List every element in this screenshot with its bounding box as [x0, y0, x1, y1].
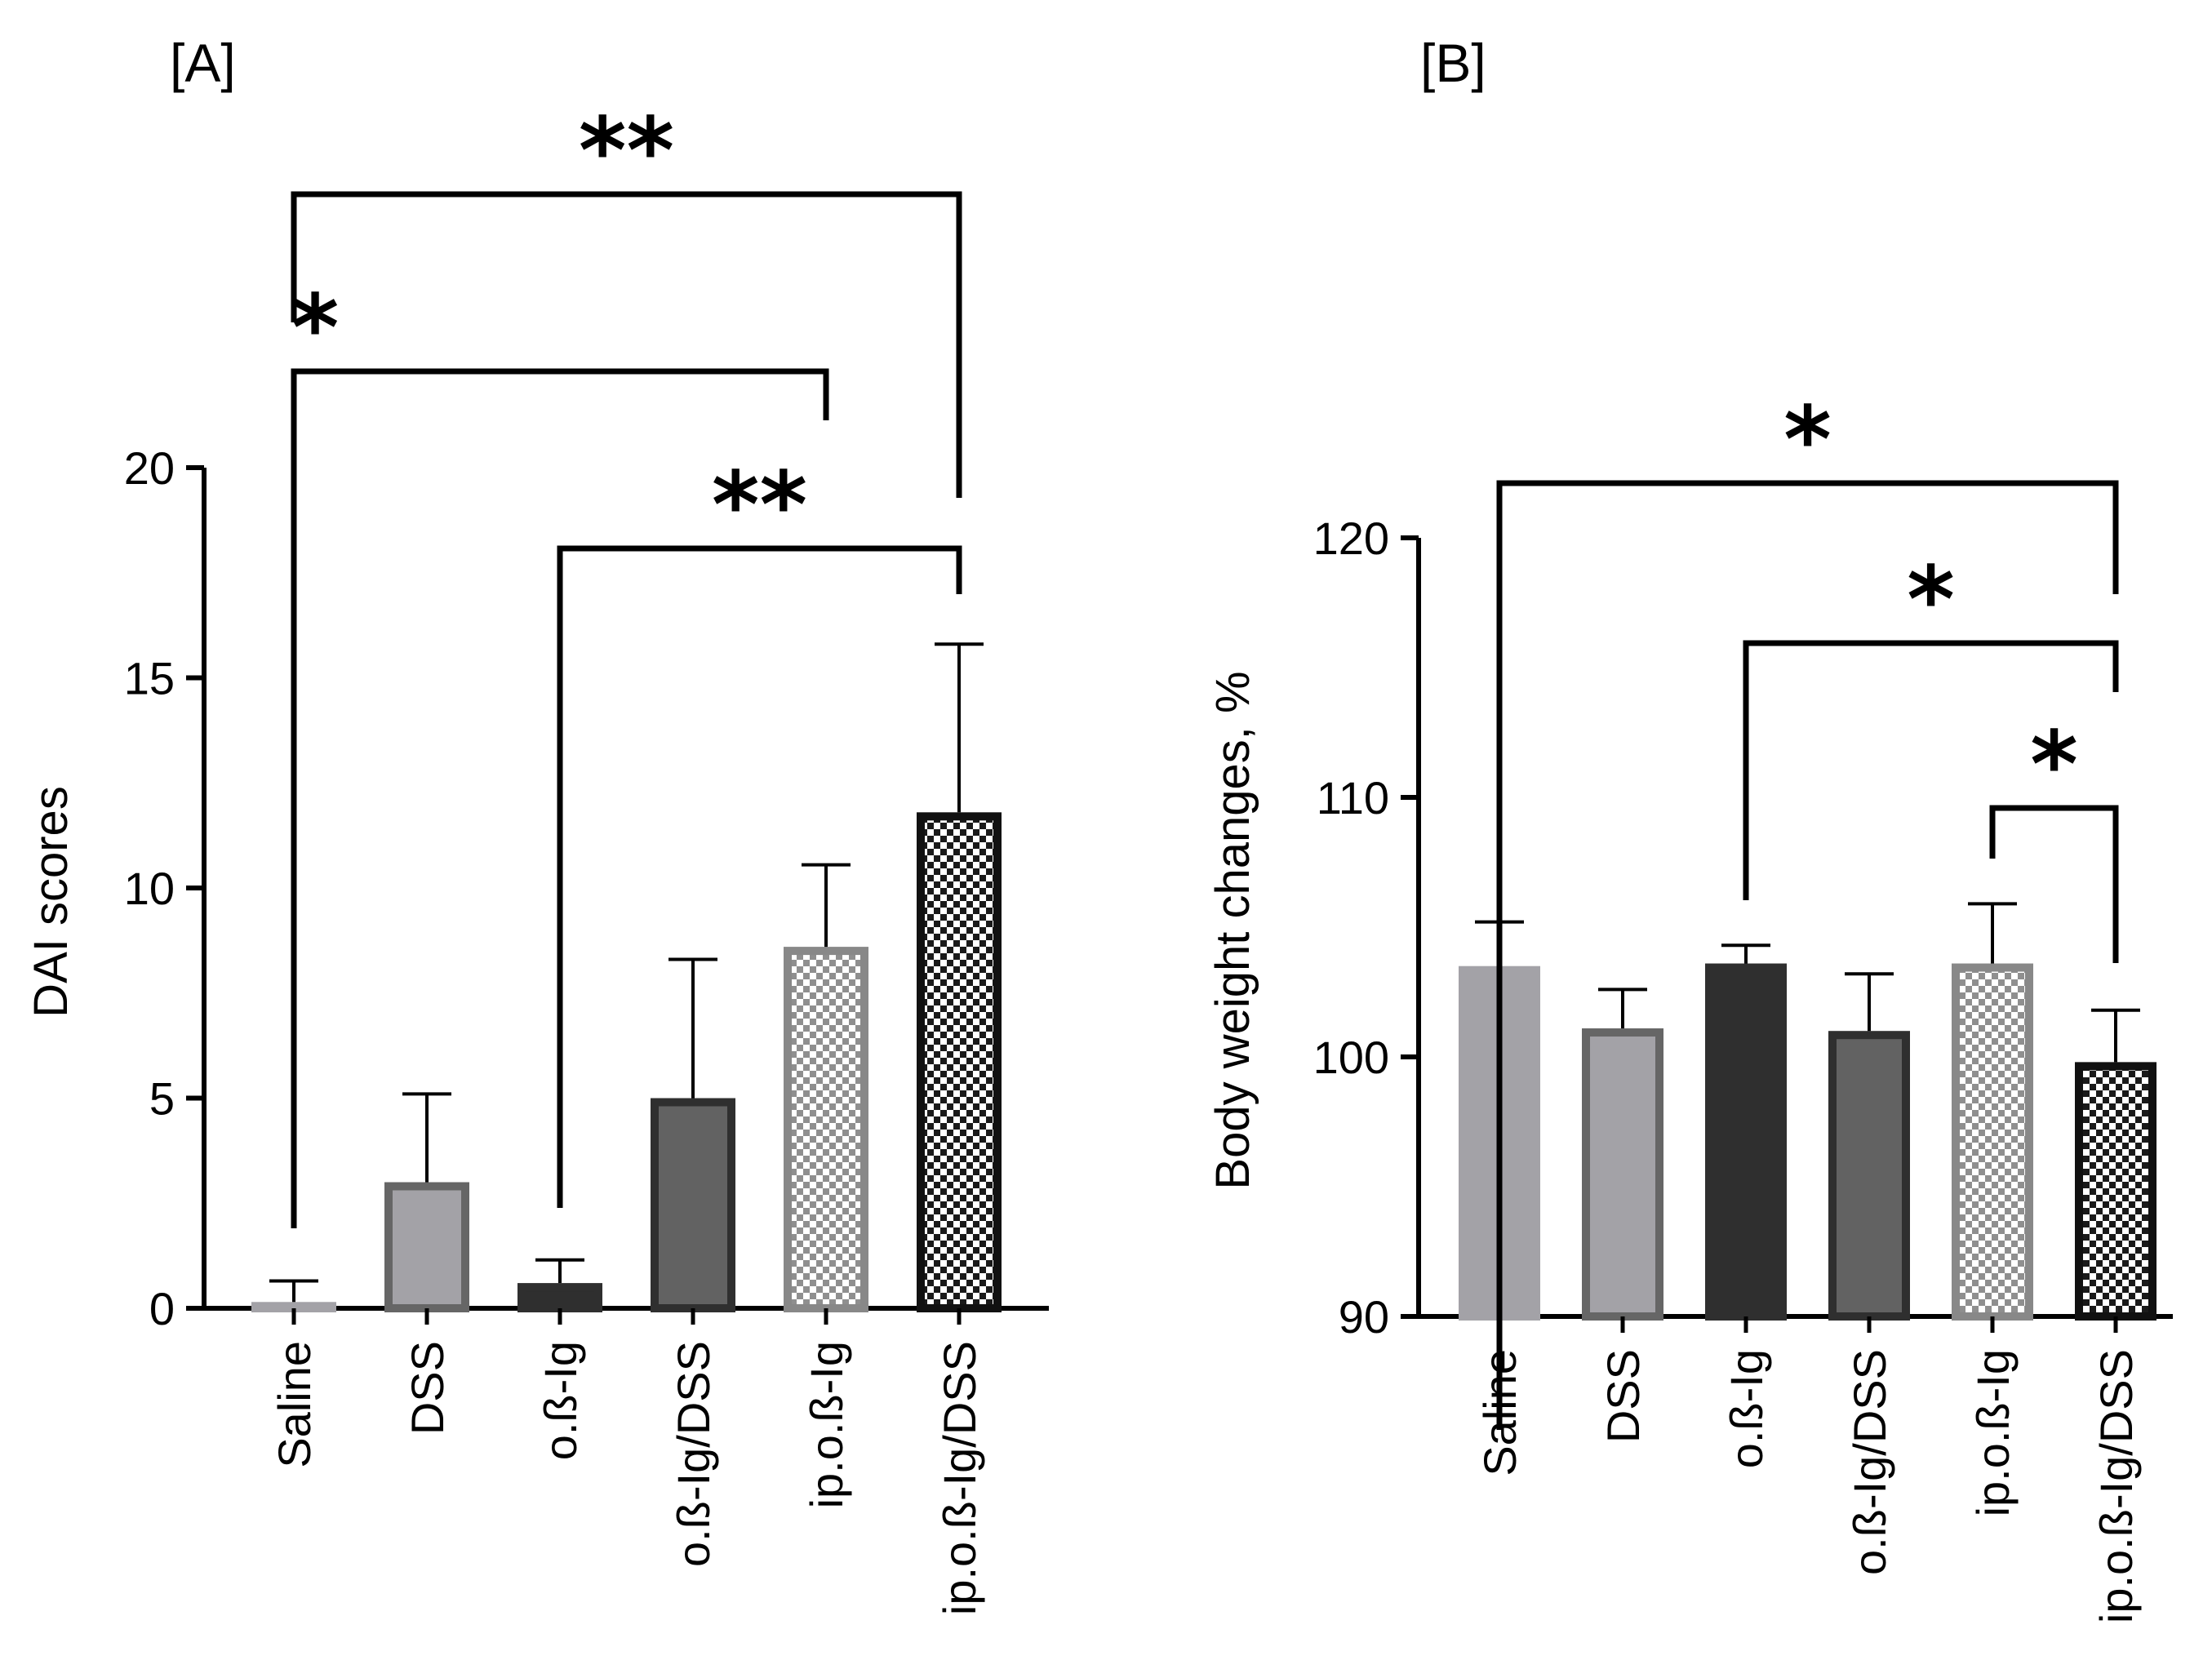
panel-b-bar — [1952, 963, 2033, 1321]
panel-b-category-label: ip.o.ß-Ig/DSS — [2090, 1349, 2142, 1623]
panel-b-y-tick-label: 90 — [1339, 1291, 1389, 1343]
panel-a-category-label: o.ß-Ig — [535, 1341, 586, 1460]
panel-b-y-tick-label: 100 — [1313, 1032, 1389, 1083]
panel-b-y-tick-label: 120 — [1313, 513, 1389, 564]
panel-a-category-label: DSS — [402, 1341, 453, 1435]
panel-b-significance-bracket — [1989, 805, 2119, 963]
panel-a-bar — [651, 1098, 735, 1312]
panel-a-significance-label: * — [291, 276, 340, 382]
panel-a-bar — [251, 1302, 336, 1313]
panel-a-bar — [784, 947, 868, 1312]
panel-a-category-label: ip.o.ß-Ig — [801, 1341, 852, 1508]
panel-a-y-axis-title: DAI scores — [24, 786, 78, 1018]
panel-a-y-tick-label: 15 — [124, 653, 175, 704]
panel-a-y-tick-label: 0 — [149, 1283, 175, 1334]
panel-a-category-label: Saline — [269, 1341, 320, 1468]
panel-label-b: [B] — [1420, 33, 1486, 93]
panel-b-category-label: DSS — [1597, 1349, 1649, 1443]
panel-a-significance-bracket — [291, 368, 829, 1228]
panel-b-category-label: ip.o.ß-Ig — [1967, 1349, 2019, 1516]
panel-b-bar — [2075, 1062, 2156, 1321]
panel-b-category-label: o.ß-Ig — [1721, 1349, 1772, 1468]
panel-a-significance-label: ** — [579, 99, 674, 205]
panel-b-significance-label: * — [1783, 388, 1832, 494]
panel-a-marks: 0 5 10 15 20 Saline DSS o.ß-Ig o.ß-Ig/DSS ip.o.ß-… — [124, 99, 1049, 1615]
panel-b-significance-label: * — [2030, 712, 2078, 819]
chart-panel-a: [A] 0 5 10 15 20 Saline DSS o.ß-Ig o.ß-Ig/DSS ip.… — [24, 33, 1049, 1615]
panel-a-y-tick-label: 20 — [124, 442, 175, 494]
panel-a-bar — [384, 1182, 469, 1312]
panel-b-bar — [1582, 1028, 1663, 1321]
panel-a-significance-label: ** — [712, 453, 807, 559]
panel-a-bar — [917, 812, 1002, 1312]
panel-b-significance-label: * — [1907, 548, 1955, 654]
panel-label-a: [A] — [170, 33, 236, 93]
panel-b-y-tick-label: 110 — [1317, 772, 1389, 823]
panel-a-bar — [517, 1283, 602, 1312]
panel-b-bar — [1705, 963, 1787, 1321]
panel-b-bar — [1828, 1031, 1910, 1321]
panel-b-significance-bracket — [1496, 480, 2119, 1430]
panel-a-category-label: o.ß-Ig/DSS — [668, 1341, 719, 1567]
panel-b-significance-bracket — [1743, 640, 2119, 900]
panel-a-y-tick-label: 5 — [149, 1073, 175, 1125]
panel-a-y-tick-label: 10 — [124, 863, 175, 914]
panel-b-category-label: o.ß-Ig/DSS — [1844, 1349, 1895, 1575]
panel-a-significance-bracket — [557, 545, 962, 1208]
panel-b-y-axis-title: Body weight changes, % — [1206, 671, 1259, 1189]
panel-a-significance-bracket — [291, 191, 962, 498]
panel-a-category-label: ip.o.ß-Ig/DSS — [934, 1341, 985, 1615]
